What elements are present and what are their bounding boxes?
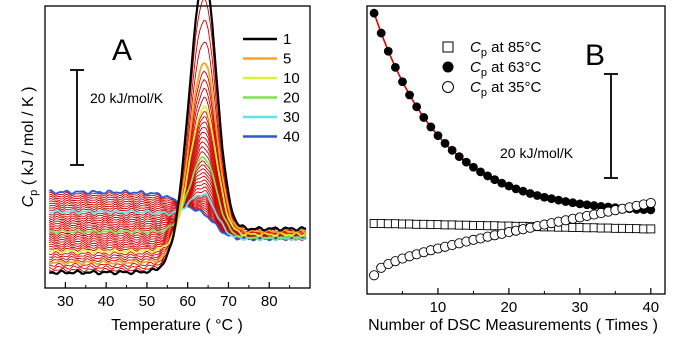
panel-a-curve-scan-16 bbox=[48, 136, 307, 242]
panel-b-legend-label-2: Cp at 35°C bbox=[470, 79, 541, 99]
panel-a-curves bbox=[48, 0, 307, 276]
panel-b-point-63c bbox=[469, 162, 478, 172]
panel-b-point-63c bbox=[504, 181, 514, 191]
panel-b-point-63c bbox=[646, 205, 656, 215]
panel-b-point-63c bbox=[447, 145, 457, 155]
panel-b-point-63c bbox=[376, 28, 386, 38]
panel-b-point-63c bbox=[433, 131, 443, 141]
panel-b-point-63c bbox=[518, 186, 528, 196]
panel-b-scale-bar bbox=[604, 73, 618, 179]
panel-b-legend-marker-63c bbox=[442, 61, 454, 73]
panel-b-point-63c bbox=[440, 138, 450, 148]
panel-a-xtick-label-40: 40 bbox=[98, 293, 115, 310]
panel-b-point-63c bbox=[561, 197, 571, 206]
panel-b-point-63c bbox=[398, 77, 407, 87]
panel-b-point-63c bbox=[532, 191, 542, 200]
panel-b: 10 20 30 40 B 20 kJ/mol/K Cp at 85°CCp at 6… bbox=[366, 5, 666, 334]
panel-b-scale-label: 20 kJ/mol/K bbox=[500, 145, 574, 161]
panel-b-xtick-label-20: 20 bbox=[501, 299, 518, 316]
panel-b-point-63c bbox=[405, 90, 414, 100]
panel-a-xtick-label-50: 50 bbox=[139, 293, 156, 310]
panel-b-point-63c bbox=[483, 171, 493, 181]
panel-b-point-63c bbox=[454, 152, 464, 162]
panel-b-legend: Cp at 85°CCp at 63°CCp at 35°C bbox=[442, 39, 541, 99]
panel-a-scale-label: 20 kJ/mol/K bbox=[90, 90, 164, 106]
panel-b-point-63c bbox=[575, 199, 585, 209]
panel-b-point-63c bbox=[497, 178, 507, 188]
panel-b-point-63c bbox=[476, 167, 485, 177]
panel-a-letter: A bbox=[112, 34, 132, 67]
panel-a-curve-scan-19 bbox=[48, 151, 306, 240]
panel-b-point-63c bbox=[461, 157, 471, 167]
panel-b-frame bbox=[366, 5, 666, 295]
panel-b-point-63c bbox=[419, 113, 429, 122]
panel-b-point-63c bbox=[525, 189, 535, 198]
panel-b-xlabel: Number of DSC Measurements ( Times ) bbox=[368, 317, 658, 334]
panel-b-legend-marker-85c bbox=[442, 41, 454, 53]
panel-b-ticks: 10 20 30 40 bbox=[401, 288, 659, 316]
panel-a-ylabel: Cp ( kJ / mol / K ) bbox=[20, 87, 40, 208]
panel-b-point-63c bbox=[383, 46, 393, 56]
panel-b-point-63c bbox=[568, 198, 578, 208]
panel-b-point-63c bbox=[390, 62, 400, 72]
panel-b-letter: B bbox=[585, 39, 605, 72]
panel-b-point-35c bbox=[645, 197, 656, 209]
panel-a-frame bbox=[44, 5, 311, 289]
panel-a-legend-label-5: 5 bbox=[283, 51, 291, 68]
panel-a-xlabel: Temperature ( °C ) bbox=[111, 317, 243, 334]
panel-a-scale-bar bbox=[70, 69, 84, 166]
panel-b-xtick-label-10: 10 bbox=[430, 299, 447, 316]
panel-a-legend-label-30: 30 bbox=[283, 109, 300, 126]
panel-b-point-63c bbox=[490, 175, 500, 185]
panel-b-xtick-label-40: 40 bbox=[642, 299, 659, 316]
panel-b-point-35c bbox=[369, 270, 380, 281]
panel-a-legend-label-1: 1 bbox=[283, 31, 291, 48]
panel-b-legend-marker-35c bbox=[442, 81, 454, 93]
panel-b-point-63c bbox=[589, 201, 599, 210]
panel-b-point-63c bbox=[547, 194, 556, 204]
panel-b-legend-label-1: Cp at 63°C bbox=[470, 59, 541, 79]
panel-b-point-85c bbox=[646, 224, 656, 234]
panel-b-legend-label-0: Cp at 85°C bbox=[470, 39, 541, 59]
panel-b-point-63c bbox=[582, 200, 592, 210]
panel-b-xtick-label-30: 30 bbox=[572, 299, 589, 316]
panel-b-point-63c bbox=[511, 184, 521, 194]
panel-a-ticks: 30 40 50 60 70 80 bbox=[44, 282, 291, 310]
panel-a-xtick-label-80: 80 bbox=[261, 293, 278, 310]
panel-a-legend-label-20: 20 bbox=[283, 90, 300, 107]
panel-a-xtick-label-60: 60 bbox=[179, 293, 196, 310]
panel-b-point-63c bbox=[554, 195, 563, 205]
panel-a-legend: 1 5 10 20 30 40 bbox=[243, 31, 300, 146]
panel-b-point-63c bbox=[539, 192, 549, 202]
panel-b-point-63c bbox=[369, 8, 379, 18]
panel-b-data bbox=[369, 8, 656, 281]
panel-a-xtick-label-70: 70 bbox=[220, 293, 237, 310]
panel-b-point-63c bbox=[412, 102, 422, 112]
panel-a-curve-scan-5 bbox=[48, 61, 307, 266]
panel-a-legend-label-10: 10 bbox=[283, 70, 300, 87]
panel-a-curve-scan-1 bbox=[49, 0, 307, 276]
panel-a-curve-scan-15 bbox=[48, 131, 307, 244]
panel-b-point-63c bbox=[426, 122, 436, 132]
panel-a-legend-label-40: 40 bbox=[283, 129, 300, 146]
panel-a: 30 40 50 60 70 80 A 20 kJ/mol/K 1 5 10 20 30 40 Te… bbox=[20, 0, 311, 334]
panel-a-xtick-label-30: 30 bbox=[57, 293, 74, 310]
